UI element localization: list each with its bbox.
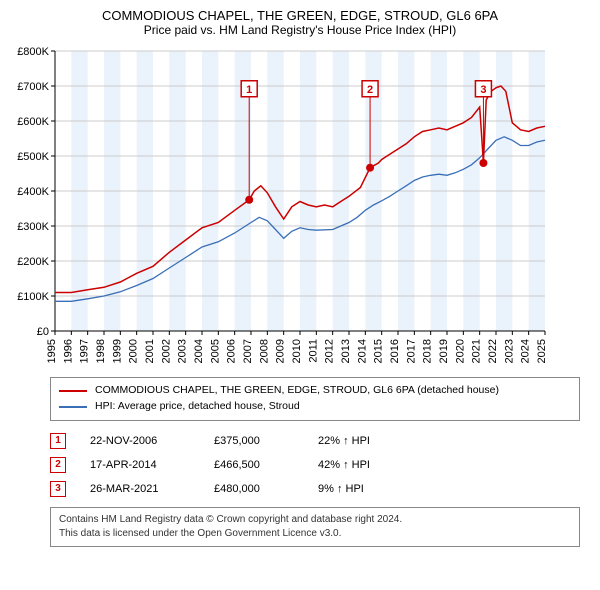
svg-text:£100K: £100K	[17, 291, 49, 303]
svg-text:£400K: £400K	[17, 186, 49, 198]
legend-item: HPI: Average price, detached house, Stro…	[59, 399, 571, 415]
transaction-date: 22-NOV-2006	[90, 435, 190, 447]
transaction-row: 2 17-APR-2014 £466,500 42% ↑ HPI	[50, 453, 580, 477]
transaction-price: £375,000	[214, 435, 294, 447]
legend-label: HPI: Average price, detached house, Stro…	[95, 399, 300, 415]
svg-text:2017: 2017	[405, 339, 417, 363]
attribution-footer: Contains HM Land Registry data © Crown c…	[50, 507, 580, 547]
svg-text:2012: 2012	[324, 339, 336, 363]
transaction-row: 3 26-MAR-2021 £480,000 9% ↑ HPI	[50, 477, 580, 501]
svg-text:£800K: £800K	[17, 46, 49, 58]
svg-text:2: 2	[367, 84, 373, 96]
chart-subtitle: Price paid vs. HM Land Registry's House …	[0, 23, 600, 37]
legend-item: COMMODIOUS CHAPEL, THE GREEN, EDGE, STRO…	[59, 383, 571, 399]
svg-text:2020: 2020	[454, 339, 466, 363]
svg-text:2023: 2023	[503, 339, 515, 363]
legend-swatch	[59, 406, 87, 408]
svg-text:2015: 2015	[373, 339, 385, 363]
footer-line: This data is licensed under the Open Gov…	[59, 527, 571, 541]
transaction-price: £466,500	[214, 459, 294, 471]
svg-text:£300K: £300K	[17, 221, 49, 233]
transaction-marker: 1	[50, 433, 66, 449]
svg-text:2024: 2024	[520, 339, 532, 363]
svg-text:2016: 2016	[389, 339, 401, 363]
svg-text:2005: 2005	[209, 339, 221, 363]
svg-text:£0: £0	[37, 326, 49, 338]
svg-text:2001: 2001	[144, 339, 156, 363]
svg-text:1999: 1999	[111, 339, 123, 363]
transaction-row: 1 22-NOV-2006 £375,000 22% ↑ HPI	[50, 429, 580, 453]
svg-text:1998: 1998	[95, 339, 107, 363]
svg-text:2021: 2021	[471, 339, 483, 363]
legend: COMMODIOUS CHAPEL, THE GREEN, EDGE, STRO…	[50, 377, 580, 421]
transaction-marker: 2	[50, 457, 66, 473]
svg-text:1996: 1996	[62, 339, 74, 363]
footer-line: Contains HM Land Registry data © Crown c…	[59, 513, 571, 527]
svg-text:2010: 2010	[291, 339, 303, 363]
svg-text:2013: 2013	[340, 339, 352, 363]
svg-text:2022: 2022	[487, 339, 499, 363]
svg-text:2009: 2009	[275, 339, 287, 363]
svg-text:3: 3	[480, 84, 486, 96]
svg-text:2014: 2014	[356, 339, 368, 363]
svg-text:2006: 2006	[226, 339, 238, 363]
svg-text:2011: 2011	[307, 339, 319, 363]
svg-text:2019: 2019	[438, 339, 450, 363]
svg-text:2004: 2004	[193, 339, 205, 363]
svg-text:£600K: £600K	[17, 116, 49, 128]
transaction-date: 17-APR-2014	[90, 459, 190, 471]
transaction-marker: 3	[50, 481, 66, 497]
svg-text:2000: 2000	[128, 339, 140, 363]
svg-text:1: 1	[246, 84, 252, 96]
transactions-table: 1 22-NOV-2006 £375,000 22% ↑ HPI 2 17-AP…	[50, 429, 580, 501]
chart-titles: COMMODIOUS CHAPEL, THE GREEN, EDGE, STRO…	[0, 0, 600, 41]
chart-container: COMMODIOUS CHAPEL, THE GREEN, EDGE, STRO…	[0, 0, 600, 547]
chart-title: COMMODIOUS CHAPEL, THE GREEN, EDGE, STRO…	[0, 8, 600, 23]
legend-label: COMMODIOUS CHAPEL, THE GREEN, EDGE, STRO…	[95, 383, 499, 399]
transaction-diff: 9% ↑ HPI	[318, 483, 398, 495]
svg-text:1997: 1997	[79, 339, 91, 363]
svg-text:2002: 2002	[160, 339, 172, 363]
transaction-date: 26-MAR-2021	[90, 483, 190, 495]
svg-text:2007: 2007	[242, 339, 254, 363]
legend-swatch	[59, 390, 87, 392]
svg-text:1995: 1995	[46, 339, 58, 363]
svg-text:£200K: £200K	[17, 256, 49, 268]
svg-text:£500K: £500K	[17, 151, 49, 163]
transaction-price: £480,000	[214, 483, 294, 495]
price-chart: £0 £100K £200K £300K £400K £500K £600K £700K £80…	[0, 41, 560, 371]
svg-text:2003: 2003	[177, 339, 189, 363]
transaction-diff: 42% ↑ HPI	[318, 459, 398, 471]
transaction-diff: 22% ↑ HPI	[318, 435, 398, 447]
svg-text:2025: 2025	[536, 339, 548, 363]
svg-text:2008: 2008	[258, 339, 270, 363]
svg-text:2018: 2018	[422, 339, 434, 363]
svg-text:£700K: £700K	[17, 81, 49, 93]
